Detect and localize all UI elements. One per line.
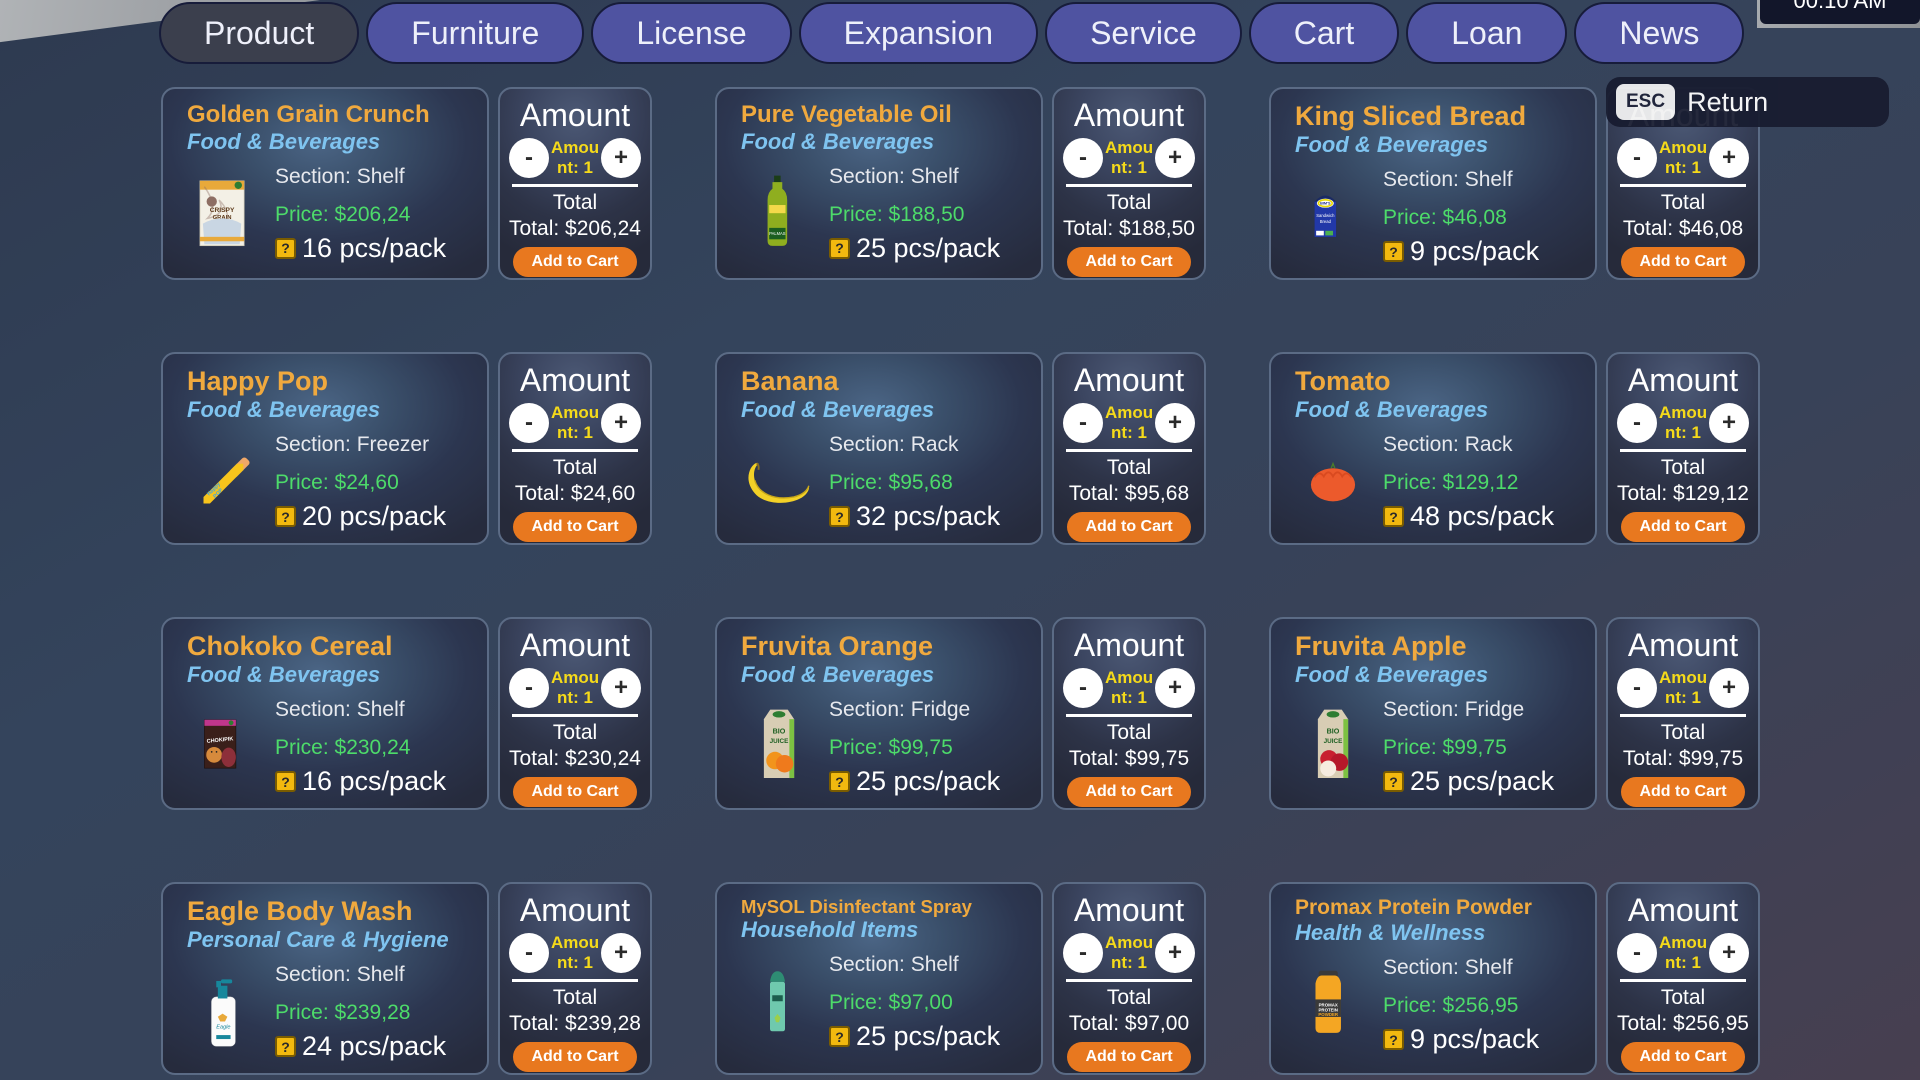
- svg-text:PALMAS: PALMAS: [769, 231, 786, 236]
- svg-text:POWDER: POWDER: [1318, 1012, 1338, 1017]
- svg-text:JUICE: JUICE: [1324, 738, 1343, 745]
- svg-text:BIM'S: BIM'S: [1320, 202, 1331, 206]
- svg-text:Bread: Bread: [1320, 219, 1332, 224]
- svg-text:JUICE: JUICE: [770, 738, 789, 745]
- svg-text:Sandwich: Sandwich: [1316, 213, 1335, 218]
- svg-text:BIO: BIO: [1327, 728, 1340, 736]
- svg-text:CRISPY: CRISPY: [210, 206, 235, 213]
- svg-text:BIO: BIO: [773, 728, 786, 736]
- svg-text:Eagle: Eagle: [216, 1025, 230, 1031]
